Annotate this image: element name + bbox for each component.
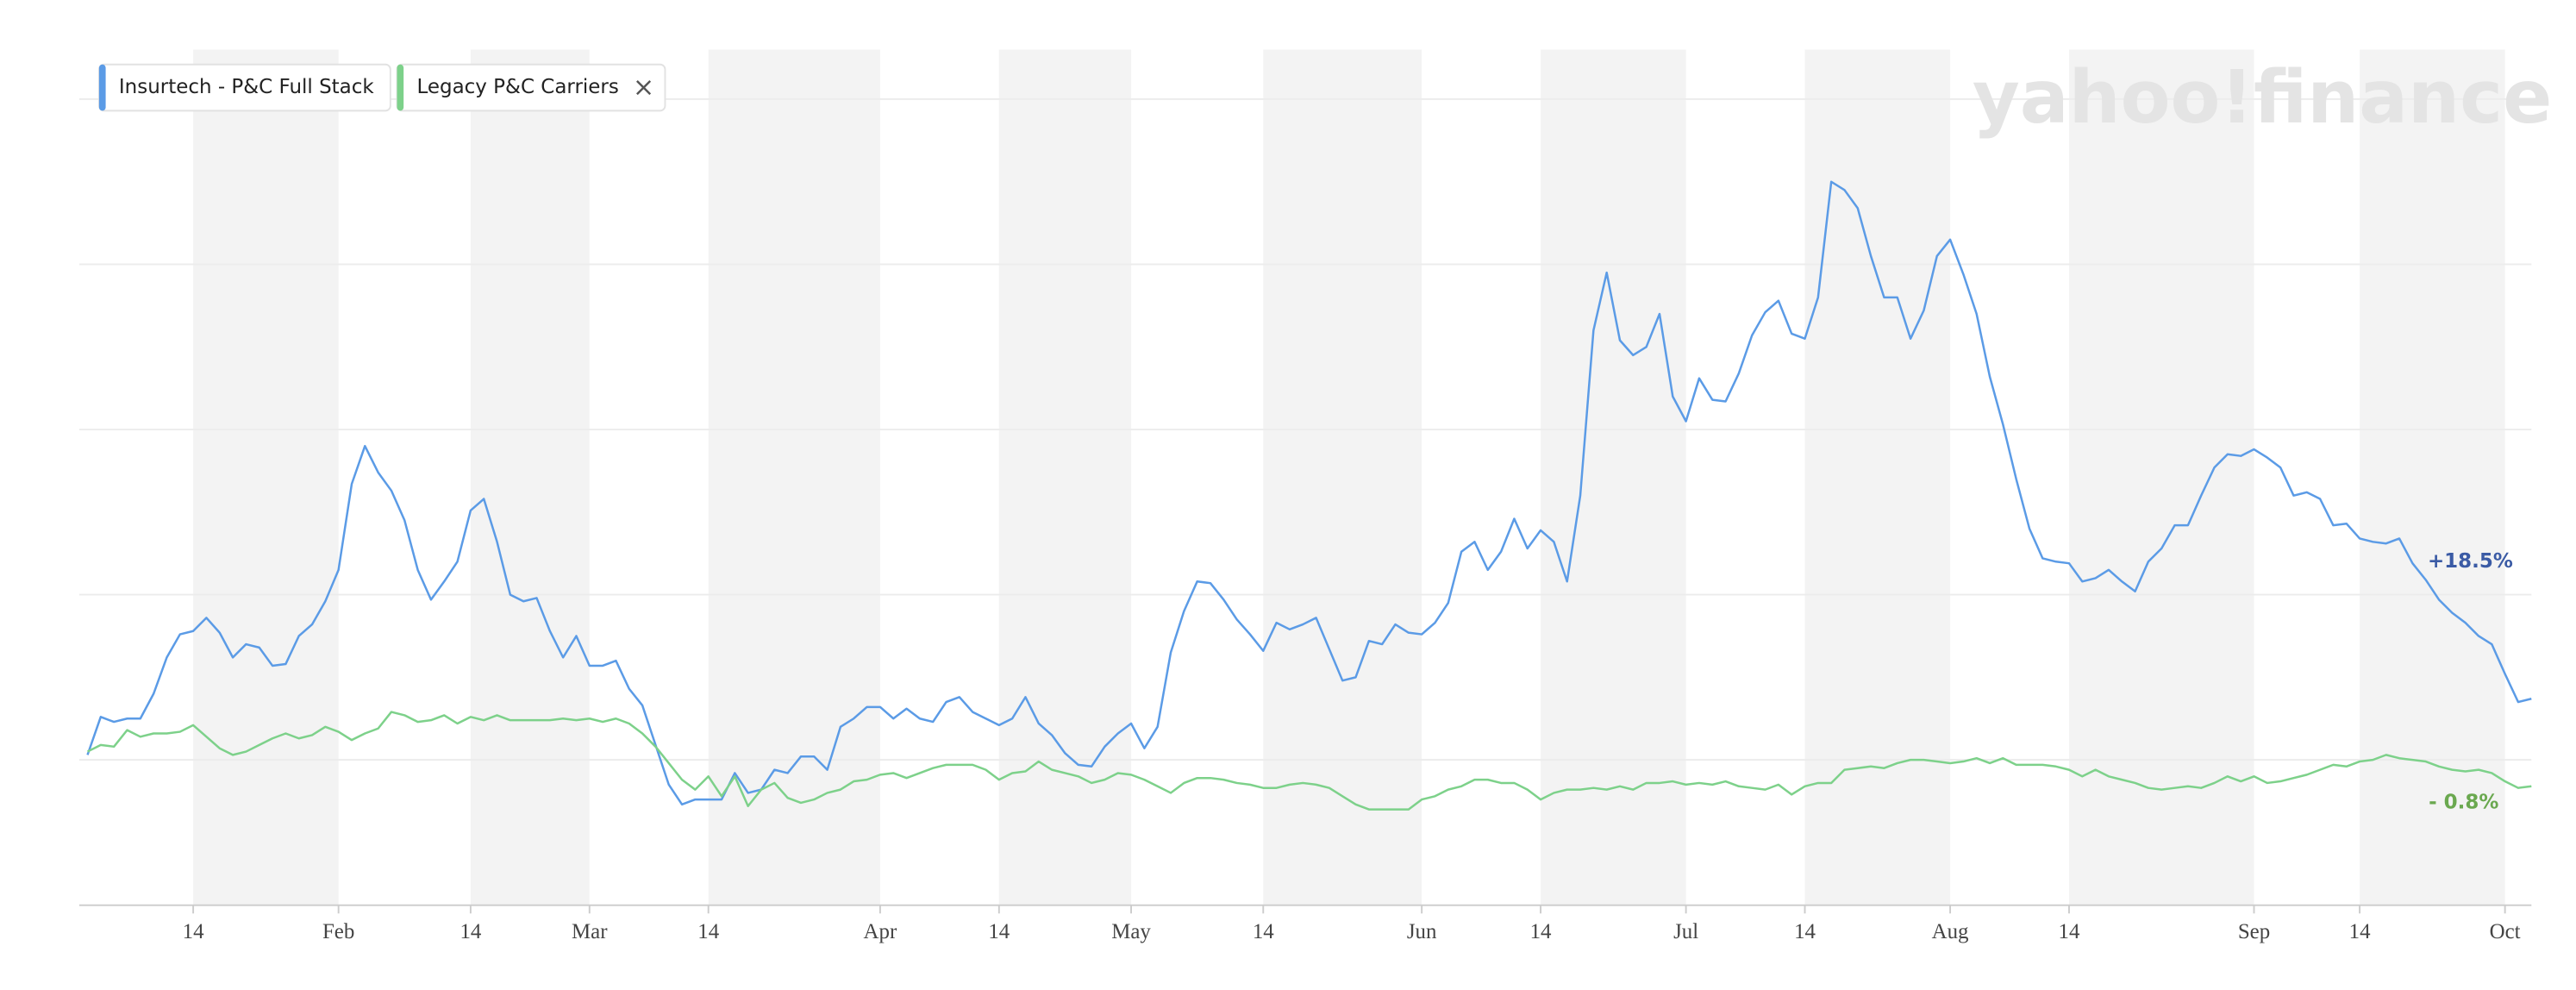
legend-swatch: [98, 64, 106, 111]
month-band: [1804, 49, 1951, 905]
end-label: +18.5%: [2428, 550, 2513, 573]
legend-label: Legacy P&C Carriers: [416, 76, 618, 98]
x-tick-label: May: [1111, 920, 1151, 943]
month-band: [2068, 49, 2254, 905]
end-label: - 0.8%: [2429, 791, 2498, 813]
x-tick-label: 14: [183, 920, 204, 943]
x-tick-label: Jul: [1673, 920, 1698, 943]
x-tick-label: 14: [988, 920, 1010, 943]
legend-swatch: [397, 64, 404, 111]
series-line: [86, 711, 2532, 811]
x-tick-label: Mar: [572, 920, 608, 943]
month-band: [1263, 49, 1422, 905]
x-tick-label: 14: [1794, 920, 1816, 943]
month-band: [1541, 49, 1686, 905]
x-tick-label: 14: [2059, 920, 2080, 943]
x-tick-label: 14: [697, 920, 719, 943]
month-band: [193, 49, 339, 905]
x-axis: 14 Feb 14 Mar 14 Apr 14 May 14 Jun 14 Jul 14 Aug 14 Sep…: [78, 904, 2532, 943]
x-tick-label: Oct: [2490, 920, 2521, 943]
legend-close[interactable]: [636, 80, 652, 96]
brand-logo: yahoo!finance: [1973, 55, 2552, 140]
x-tick-label: Feb: [322, 920, 354, 943]
x-tick-label: Jun: [1407, 920, 1437, 943]
legend: Insurtech - P&C Full Stack Legacy P&C Car…: [97, 63, 666, 112]
month-bands: [193, 49, 2505, 905]
month-band: [470, 49, 590, 905]
x-tick-label: 14: [1530, 920, 1552, 943]
month-band: [2360, 49, 2505, 905]
x-tick-label: Sep: [2238, 920, 2270, 943]
legend-item[interactable]: Insurtech - P&C Full Stack: [97, 63, 391, 112]
legend-label: Insurtech - P&C Full Stack: [119, 76, 374, 98]
month-band: [708, 49, 880, 905]
x-tick-label: 14: [2349, 920, 2371, 943]
series-line: [86, 180, 2532, 806]
x-tick-label: 14: [1253, 920, 1274, 943]
x-tick-label: Aug: [1932, 920, 1969, 943]
legend-item[interactable]: Legacy P&C Carriers: [396, 63, 666, 112]
x-tick-label: Apr: [864, 920, 897, 943]
x-tick-label: 14: [460, 920, 481, 943]
lines: +18.5% - 0.8%: [86, 180, 2532, 813]
month-band: [998, 49, 1132, 905]
